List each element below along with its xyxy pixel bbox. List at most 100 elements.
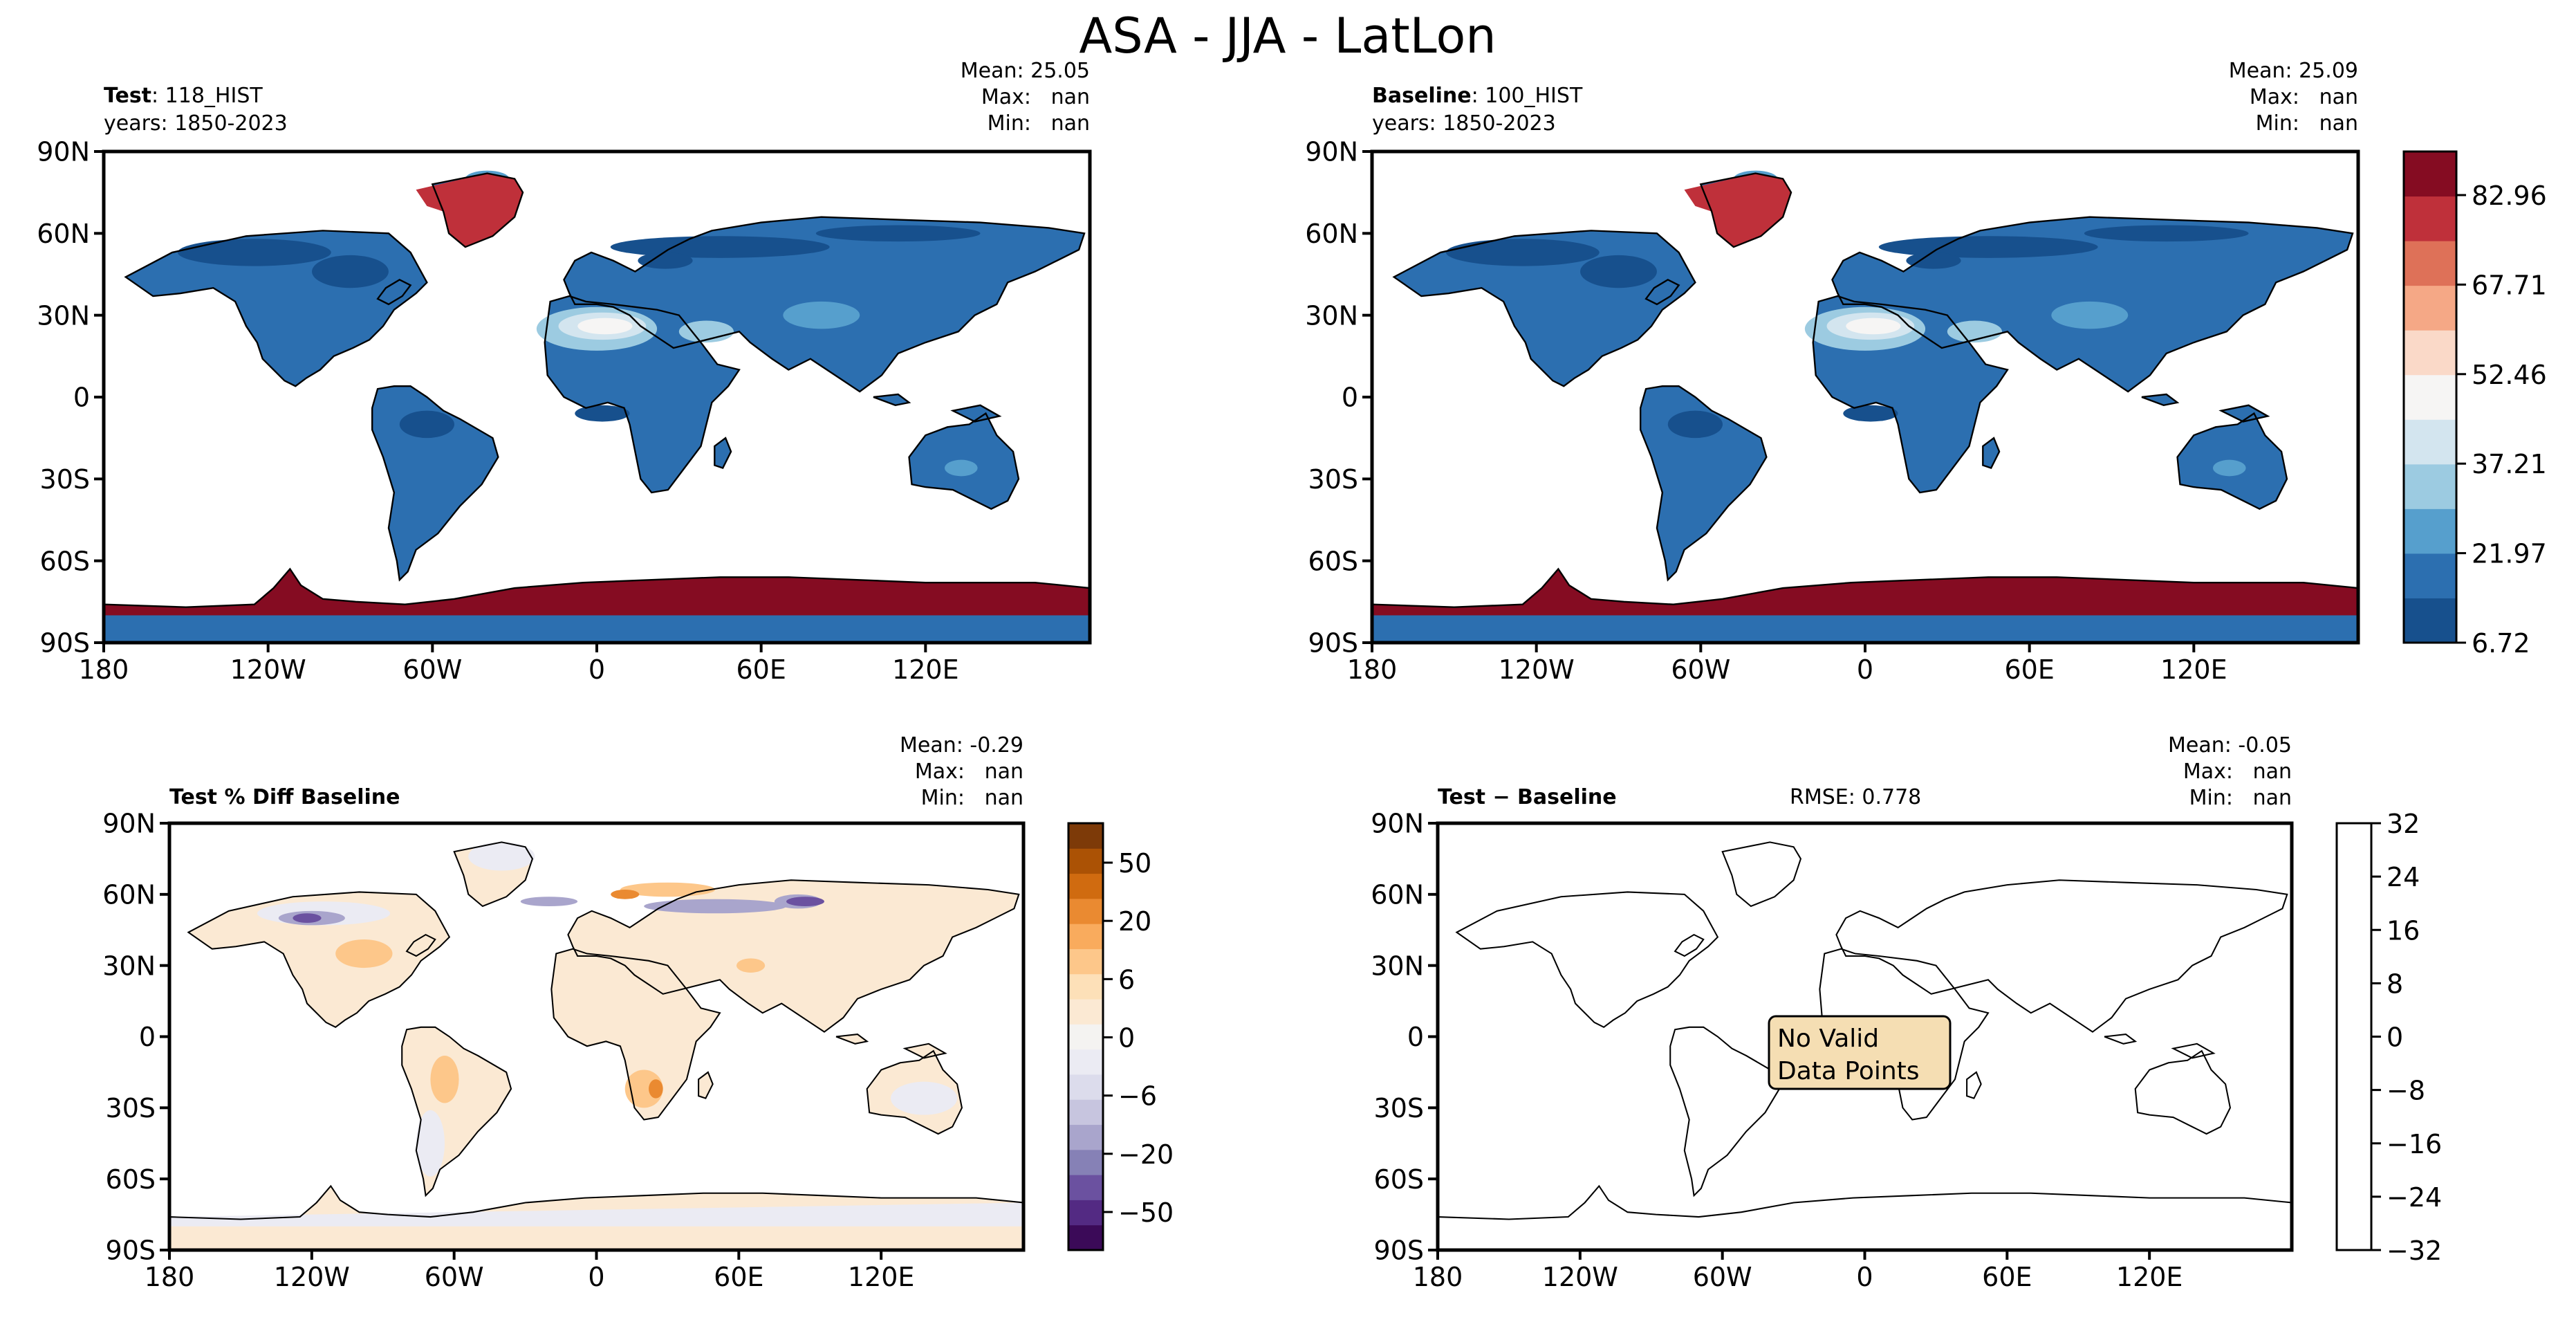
colorbar-segment [2404, 553, 2456, 598]
x-tick-label: 180 [79, 654, 129, 685]
colorbar-tick-label: 0 [1118, 1023, 1135, 1054]
colorbar-segment [1068, 848, 1103, 874]
colorbar-tick-label: 24 [2387, 862, 2420, 892]
y-tick-label: 90S [1374, 1236, 1424, 1266]
x-tick-label: 0 [1857, 654, 1873, 685]
colorbar-tick-label: 32 [2387, 809, 2420, 839]
panel-diff: Test − Baseline RMSE: 0.778 Mean: -0.05 … [1371, 733, 2294, 1292]
y-tick-label: 90S [1308, 628, 1358, 659]
panel-pctdiff-max: Max: nan [915, 760, 1023, 784]
colorbar-segment [2404, 374, 2456, 420]
panel-diff-max: Max: nan [2183, 760, 2292, 784]
panel-baseline-max: Max: nan [2250, 85, 2358, 109]
y-tick-label: 30N [1305, 300, 1358, 331]
panel-test-map [104, 152, 1090, 643]
y-tick-label: 90S [40, 628, 90, 659]
colorbar-segment [2337, 823, 2371, 1250]
y-tick-label: 90N [37, 137, 90, 167]
x-tick-label: 60W [1671, 654, 1730, 685]
x-tick-label: 120W [230, 654, 306, 685]
colorbar-tick-label: −16 [2387, 1129, 2442, 1159]
colorbar-tick-label: 52.46 [2472, 360, 2547, 390]
x-tick-label: 120W [1499, 654, 1575, 685]
colorbar-main: 82.96 67.71 52.46 37.21 21.97 6.72 [2402, 150, 2547, 659]
y-tick-label: 90S [106, 1236, 156, 1266]
x-tick-label: 120E [2116, 1262, 2183, 1292]
colorbar-segment [2404, 152, 2456, 197]
colorbar-segment [1068, 1099, 1103, 1126]
colorbar-segment [1068, 973, 1103, 1000]
colorbar-tick-label: 82.96 [2472, 181, 2547, 211]
panel-baseline-mean: Mean: 25.09 [2229, 59, 2358, 83]
no-data-line1: No Valid [1777, 1025, 1879, 1053]
colorbar-segment [1068, 873, 1103, 899]
panel-baseline-min: Min: nan [2256, 111, 2358, 136]
y-tick-label: 0 [1407, 1022, 1424, 1052]
colorbar-tick-label: 6 [1118, 964, 1135, 995]
panel-diff-min: Min: nan [2189, 786, 2292, 810]
colorbar-segment [1068, 948, 1103, 975]
colorbar-tick-label: −50 [1118, 1197, 1174, 1228]
colorbar-tick-label: 8 [2387, 968, 2403, 999]
x-tick-label: 60E [736, 654, 786, 685]
colorbar-tick-label: −8 [2387, 1076, 2425, 1106]
x-tick-label: 60W [1693, 1262, 1752, 1292]
colorbar-segment [1068, 898, 1103, 924]
colorbar-tick-label: 16 [2387, 915, 2420, 946]
colorbar-segment [1068, 1175, 1103, 1200]
panel-baseline-map [1372, 152, 2358, 643]
x-tick-label: 0 [588, 1262, 604, 1292]
no-data-annotation: No Valid Data Points [1768, 1015, 1952, 1090]
y-tick-label: 60S [1308, 546, 1358, 576]
panel-test-mean: Mean: 25.05 [961, 59, 1090, 83]
x-tick-label: 0 [1856, 1262, 1873, 1292]
panel-diff-rmse: RMSE: 0.778 [1790, 785, 1921, 809]
no-data-box [1768, 1015, 1952, 1090]
colorbar-tick-label: −6 [1118, 1081, 1157, 1112]
colorbar-segment [2404, 419, 2456, 465]
y-tick-label: 60S [1374, 1164, 1424, 1195]
colorbar-tick-label: −32 [2387, 1236, 2442, 1266]
y-tick-label: 60N [37, 219, 90, 249]
x-tick-label: 120E [892, 654, 959, 685]
x-tick-label: 60W [402, 654, 462, 685]
colorbar-segment [1068, 924, 1103, 949]
colorbar-tick-label: −24 [2387, 1182, 2442, 1213]
colorbar-segment [2404, 508, 2456, 554]
x-tick-label: 180 [145, 1262, 195, 1292]
x-tick-label: 60E [1982, 1262, 2032, 1292]
x-tick-label: 60E [714, 1262, 763, 1292]
colorbar-tick-label: 50 [1118, 848, 1151, 879]
y-tick-label: 60S [40, 546, 90, 576]
y-tick-label: 90N [102, 809, 156, 839]
y-tick-label: 60N [1305, 219, 1358, 249]
y-tick-label: 30N [1371, 951, 1424, 981]
x-tick-label: 120W [274, 1262, 350, 1292]
colorbar-tick-label: 21.97 [2472, 539, 2547, 569]
x-tick-label: 0 [589, 654, 605, 685]
panel-test: Test: 118_HIST years: 1850-2023 Mean: 25… [37, 59, 1092, 685]
colorbar-segment [1068, 1224, 1103, 1251]
panel-test-ticks: 180 120W 60W 0 60E 120E 90N 60N 30N 0 30S 60S 90S [37, 137, 958, 685]
colorbar-tick-label: 0 [2387, 1022, 2403, 1053]
y-tick-label: 30N [37, 300, 90, 331]
y-tick-label: 90N [1371, 809, 1424, 839]
colorbar-segment [2404, 330, 2456, 376]
panel-test-max: Max: nan [981, 85, 1090, 109]
x-tick-label: 120W [1542, 1262, 1618, 1292]
x-tick-label: 120E [2160, 654, 2227, 685]
colorbar-segment [2404, 241, 2456, 286]
colorbar-segment [1068, 1124, 1103, 1150]
x-tick-label: 60W [425, 1262, 484, 1292]
x-tick-label: 180 [1347, 654, 1398, 685]
colorbar-segment [2404, 196, 2456, 241]
y-tick-label: 0 [139, 1022, 156, 1052]
colorbar-segment [2404, 463, 2456, 509]
colorbar-tick-label: 6.72 [2472, 628, 2530, 659]
colorbar-segment [1068, 1149, 1103, 1175]
y-tick-label: 30S [106, 1093, 156, 1123]
x-tick-label: 180 [1413, 1262, 1463, 1292]
panel-diff-ticks: 180 120W 60W 0 60E 120E 90N 60N 30N 0 30S 60S 90S [1371, 809, 2183, 1292]
no-data-line2: Data Points [1777, 1057, 1920, 1085]
colorbar-tick-label: 67.71 [2472, 270, 2547, 300]
